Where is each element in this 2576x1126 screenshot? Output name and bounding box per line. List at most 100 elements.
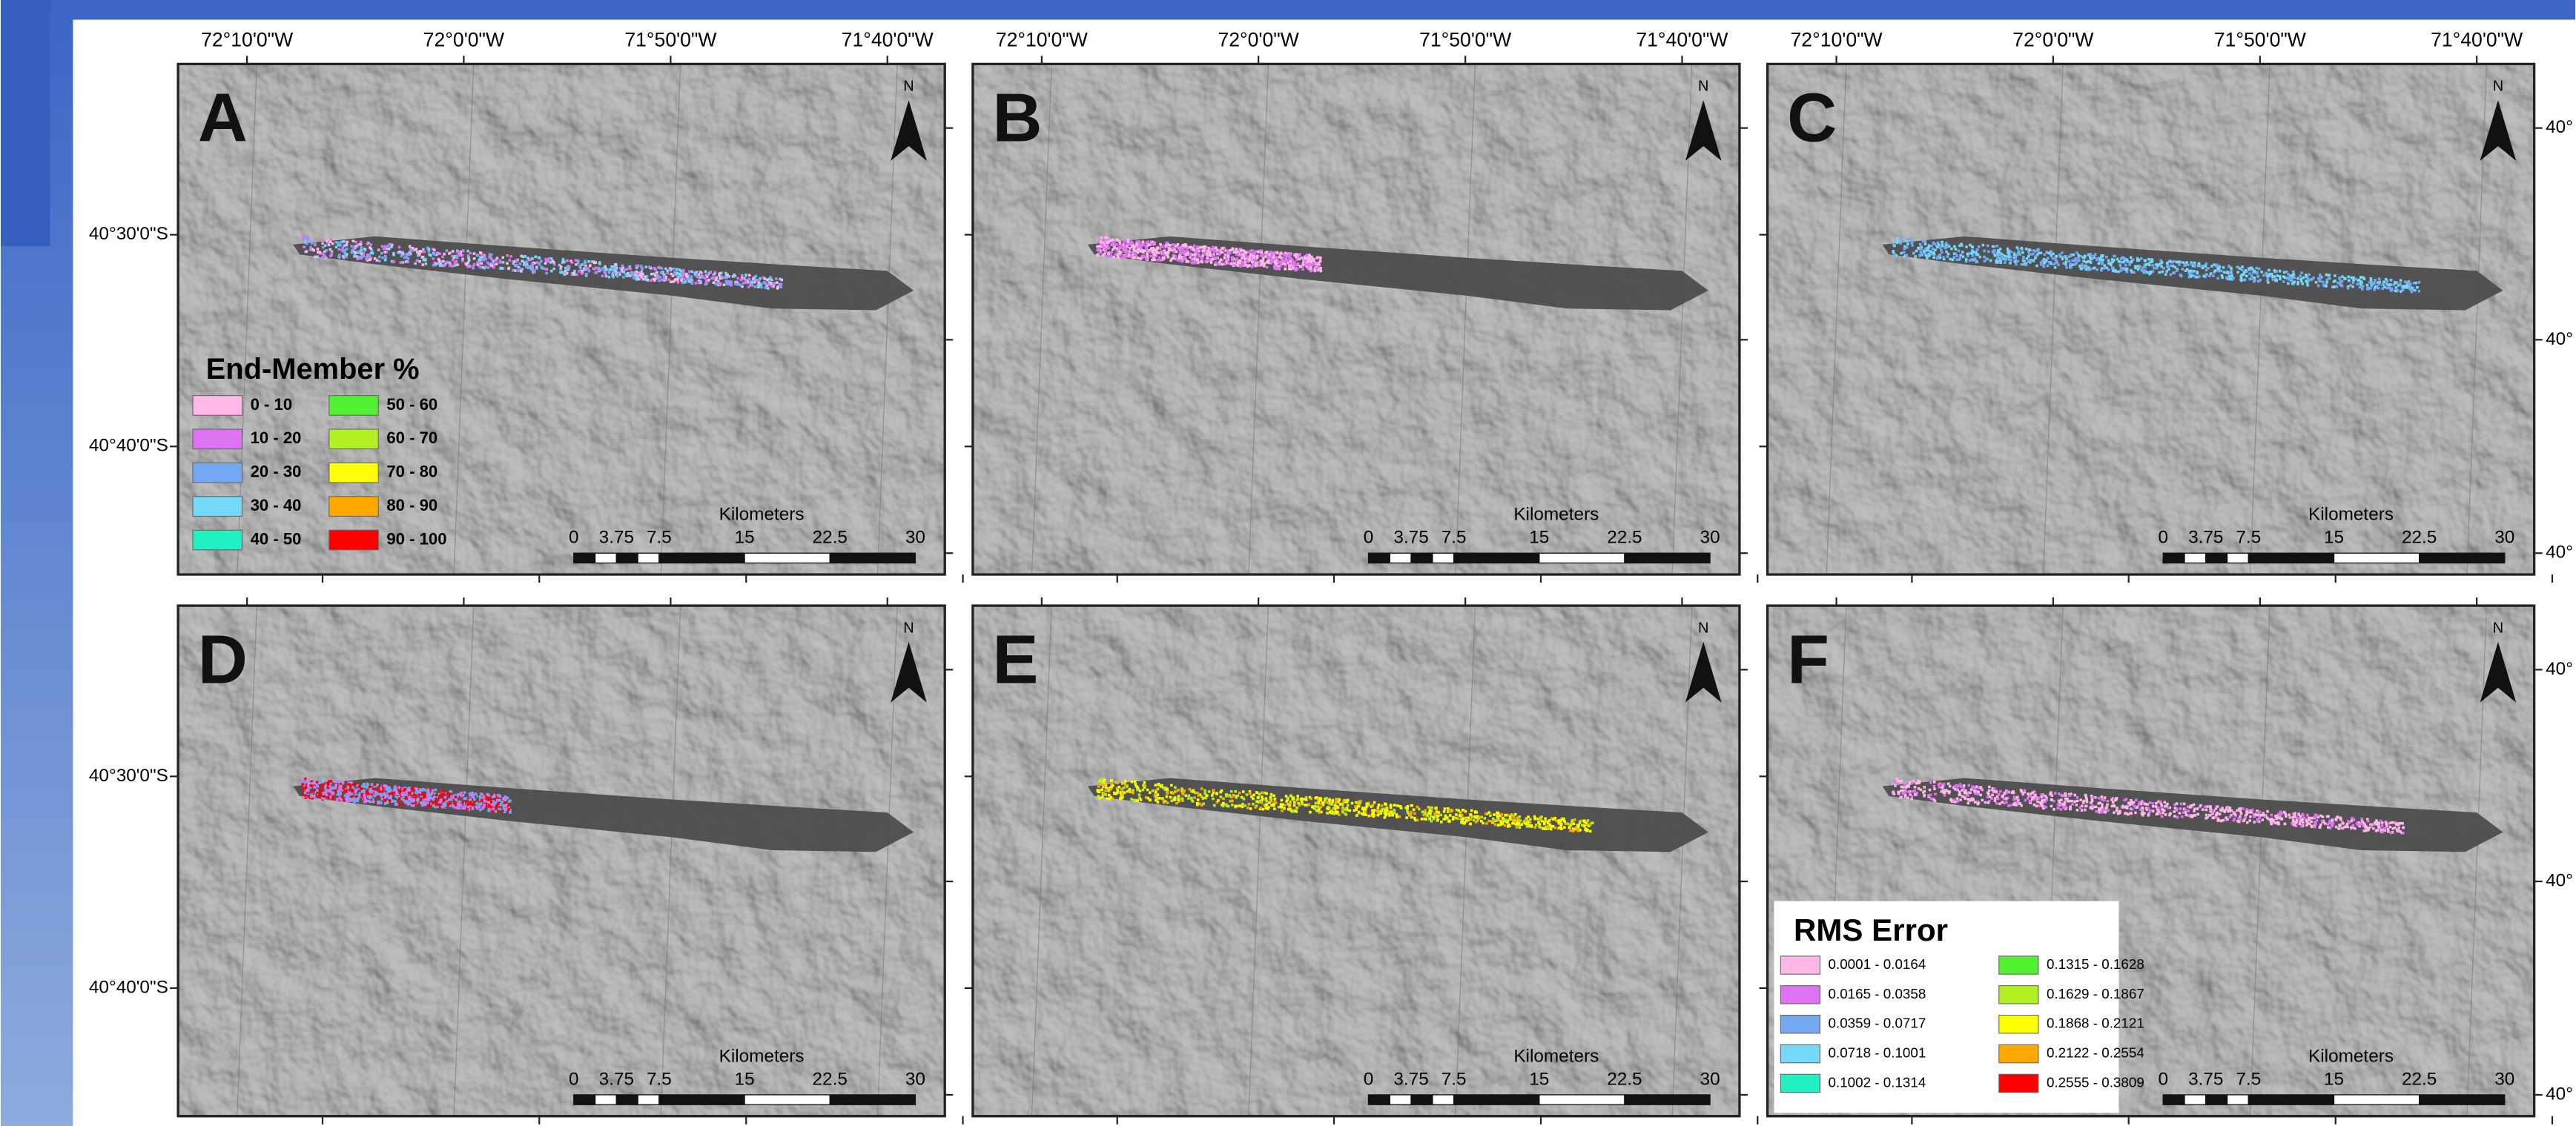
pixel-class <box>1430 807 1433 809</box>
pixel-class <box>1892 250 1895 253</box>
pixel-class <box>377 248 380 251</box>
pixel-class <box>651 273 654 276</box>
pixel-class <box>357 786 360 789</box>
pixel-class <box>2140 257 2143 260</box>
pixel-class <box>2285 271 2288 274</box>
pixel-class <box>1204 260 1207 263</box>
pixel-class <box>1242 263 1245 266</box>
pixel-class <box>2164 813 2167 816</box>
pixel-class <box>688 280 691 283</box>
pixel-class <box>1246 259 1249 262</box>
pixel-class <box>435 804 438 807</box>
pixel-class <box>561 271 564 274</box>
pixel-class <box>1587 819 1590 822</box>
pixel-class <box>2273 269 2276 272</box>
pixel-class <box>2164 273 2167 276</box>
pixel-class <box>605 275 608 278</box>
pixel-class <box>309 246 312 249</box>
pixel-class <box>310 793 313 796</box>
pixel-class <box>1249 807 1252 810</box>
pixel-class <box>1145 796 1148 799</box>
scale-segment <box>1625 553 1710 563</box>
pixel-class <box>2113 811 2116 814</box>
pixel-class <box>449 262 452 265</box>
scale-segment <box>1625 1095 1710 1105</box>
pixel-class <box>1906 243 1909 246</box>
pixel-class <box>1995 802 1998 805</box>
pixel-class <box>2333 280 2336 283</box>
pixel-class <box>2302 276 2305 279</box>
pixel-class <box>773 282 776 285</box>
pixel-class <box>1123 251 1126 254</box>
pixel-class <box>1193 796 1196 799</box>
pixel-class <box>2381 824 2384 827</box>
scale-tick-label: 22.5 <box>1607 1069 1642 1089</box>
pixel-class <box>1329 811 1332 814</box>
pixel-class <box>1236 263 1239 266</box>
pixel-class <box>1392 814 1395 817</box>
pixel-class <box>2137 268 2140 271</box>
pixel-class <box>1213 804 1216 807</box>
pixel-class <box>1293 804 1296 807</box>
pixel-class <box>1116 250 1119 253</box>
pixel-class <box>532 271 535 274</box>
pixel-class <box>1157 784 1160 786</box>
pixel-class <box>1540 815 1543 818</box>
pixel-class <box>681 272 684 275</box>
pixel-class <box>1154 254 1157 256</box>
pixel-class <box>2119 264 2122 267</box>
pixel-class <box>354 251 357 254</box>
pixel-class <box>2161 271 2164 274</box>
pixel-class <box>2388 287 2391 290</box>
pixel-class <box>1288 806 1291 809</box>
pixel-class <box>1310 270 1312 273</box>
pixel-class <box>2338 277 2341 280</box>
pixel-class <box>1188 246 1191 249</box>
pixel-class <box>2133 271 2136 274</box>
pixel-class <box>656 276 659 279</box>
pixel-class <box>1554 817 1557 820</box>
pixel-class <box>2253 821 2256 824</box>
pixel-class <box>473 257 476 260</box>
pixel-class <box>1209 254 1212 256</box>
pixel-class <box>2078 254 2081 257</box>
pixel-class <box>463 791 466 794</box>
pixel-class <box>1246 807 1249 809</box>
pixel-class <box>1390 804 1393 807</box>
pixel-class <box>2369 287 2372 290</box>
pixel-class <box>1109 788 1112 791</box>
shade-tint <box>973 606 1740 1116</box>
pixel-class <box>2408 282 2411 285</box>
pixel-class <box>1172 247 1175 250</box>
pixel-class <box>1230 800 1233 803</box>
pixel-class <box>358 257 361 260</box>
pixel-class <box>487 801 490 804</box>
pixel-class <box>1424 812 1427 815</box>
pixel-class <box>405 792 408 795</box>
pixel-class <box>504 809 507 812</box>
pixel-class <box>2054 266 2057 269</box>
pixel-class <box>629 274 632 277</box>
pixel-class <box>1225 793 1228 796</box>
pixel-class <box>2071 259 2074 262</box>
pixel-class <box>502 261 505 264</box>
pixel-class <box>1166 801 1169 804</box>
pixel-class <box>1298 254 1301 256</box>
pixel-class <box>443 253 446 256</box>
pixel-class <box>659 276 662 279</box>
pixel-class <box>1100 240 1103 243</box>
pixel-class <box>2205 265 2207 268</box>
pixel-class <box>380 787 383 790</box>
pixel-class <box>1321 801 1324 804</box>
pixel-class <box>2319 274 2322 276</box>
pixel-class <box>1347 804 1350 807</box>
pixel-class <box>2083 266 2086 269</box>
pixel-class <box>505 804 508 807</box>
pixel-class <box>2033 804 2036 807</box>
pixel-class <box>1496 816 1499 819</box>
pixel-class <box>467 803 470 806</box>
pixel-class <box>526 263 529 266</box>
pixel-class <box>2256 275 2259 278</box>
pixel-class <box>1928 244 1931 247</box>
pixel-class <box>1903 251 1906 254</box>
